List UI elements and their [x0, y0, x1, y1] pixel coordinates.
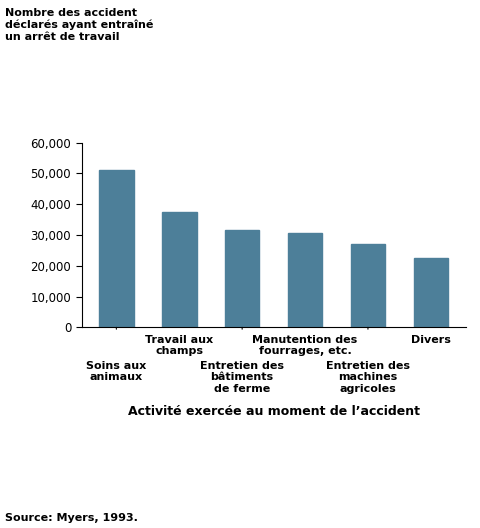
Bar — [351, 244, 385, 327]
Bar — [162, 212, 196, 327]
Bar — [99, 170, 133, 327]
Text: Divers: Divers — [411, 335, 451, 345]
Text: Source: Myers, 1993.: Source: Myers, 1993. — [5, 513, 138, 523]
Text: Manutention des
fourrages, etc.: Manutention des fourrages, etc. — [252, 335, 358, 356]
Text: Entretien des
machines
agricoles: Entretien des machines agricoles — [326, 361, 410, 394]
Text: Travail aux
champs: Travail aux champs — [145, 335, 213, 356]
Bar — [225, 230, 260, 327]
Text: Activité exercée au moment de l’accident: Activité exercée au moment de l’accident — [128, 405, 420, 418]
Text: Soins aux
animaux: Soins aux animaux — [86, 361, 146, 382]
Text: Entretien des
bâtiments
de ferme: Entretien des bâtiments de ferme — [200, 361, 284, 394]
Text: Nombre des accident
déclarés ayant entraîné
un arrêt de travail: Nombre des accident déclarés ayant entra… — [5, 8, 153, 42]
Bar — [288, 233, 323, 327]
Bar — [414, 258, 448, 327]
